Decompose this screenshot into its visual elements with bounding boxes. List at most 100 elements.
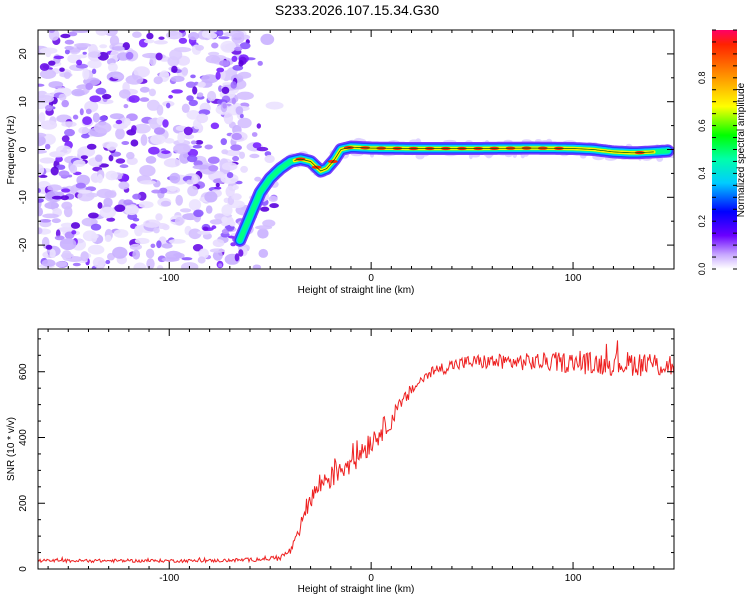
noise-speckle <box>48 60 56 66</box>
noise-speckle <box>121 174 129 182</box>
noise-speckle <box>260 33 275 46</box>
noise-speckle <box>237 71 252 79</box>
noise-speckle <box>130 139 139 147</box>
noise-speckle <box>258 248 269 258</box>
noise-speckle <box>91 68 97 75</box>
noise-speckle <box>41 259 56 267</box>
noise-speckle <box>205 55 221 64</box>
noise-speckle <box>38 112 46 124</box>
noise-speckle <box>181 67 189 76</box>
noise-speckle <box>204 144 213 150</box>
noise-speckle <box>195 44 205 51</box>
noise-speckle <box>42 213 59 219</box>
noise-speckle <box>204 191 218 203</box>
noise-speckle <box>229 221 236 227</box>
noise-speckle <box>72 262 81 267</box>
noise-speckle <box>92 112 100 123</box>
noise-speckle <box>95 30 109 36</box>
y-tick-label: -20 <box>18 237 29 252</box>
colorbar-label: Normalized spectral amplitude <box>736 82 747 217</box>
noise-speckle <box>89 95 102 103</box>
noise-speckle <box>178 37 188 44</box>
y-tick-label: 200 <box>18 494 29 511</box>
noise-speckle <box>188 199 202 211</box>
noise-speckle <box>132 217 140 222</box>
noise-speckle <box>82 68 90 80</box>
noise-speckle <box>238 249 244 257</box>
noise-speckle <box>153 227 160 234</box>
noise-speckle <box>123 199 133 206</box>
noise-speckle <box>234 253 240 262</box>
colorbar: 0.0 0.2 0.4 0.6 0.8 Normalized spectral ampl… <box>697 29 747 275</box>
noise-speckle <box>38 83 45 87</box>
noise-speckle <box>231 97 236 105</box>
noise-speckle <box>111 46 125 51</box>
noise-speckle <box>38 174 48 178</box>
noise-speckle <box>109 35 120 47</box>
noise-speckle <box>256 123 261 129</box>
noise-speckle <box>63 71 71 79</box>
noise-speckle <box>220 40 237 53</box>
noise-speckle <box>255 225 273 230</box>
noise-speckle <box>96 174 103 184</box>
noise-speckle <box>218 36 230 40</box>
noise-speckle <box>187 155 198 163</box>
noise-speckle <box>108 154 114 162</box>
noise-speckle <box>168 185 177 192</box>
noise-speckle <box>59 238 77 251</box>
noise-speckle <box>168 94 174 99</box>
noise-speckle <box>56 164 66 170</box>
noise-speckle <box>239 42 251 50</box>
noise-speckle <box>87 244 105 255</box>
noise-speckle <box>214 186 222 190</box>
noise-speckle <box>101 93 112 100</box>
noise-speckle <box>201 74 219 84</box>
noise-speckle <box>45 48 52 58</box>
noise-speckle <box>105 259 111 265</box>
noise-speckle <box>181 257 193 261</box>
noise-speckle <box>148 88 156 97</box>
noise-speckle <box>185 81 196 88</box>
noise-speckle <box>219 60 230 67</box>
noise-speckle <box>115 158 126 164</box>
noise-speckle <box>163 158 181 168</box>
noise-speckle <box>222 103 227 109</box>
noise-speckle <box>193 209 204 218</box>
noise-speckle <box>39 69 57 79</box>
noise-speckle <box>151 189 162 194</box>
noise-speckle <box>171 65 178 73</box>
colorbar-gradient <box>712 30 737 269</box>
noise-speckle <box>39 219 52 223</box>
noise-speckle <box>170 75 185 82</box>
noise-speckle <box>63 206 73 218</box>
noise-speckle <box>107 62 118 72</box>
noise-speckle <box>99 44 108 49</box>
noise-speckle <box>93 121 112 134</box>
noise-speckle <box>95 87 107 95</box>
noise-speckle <box>204 32 218 39</box>
noise-speckle <box>150 243 156 248</box>
noise-speckle <box>190 74 196 79</box>
noise-speckle <box>174 216 184 226</box>
noise-speckle <box>77 189 92 194</box>
x-tick-label: 0 <box>368 273 374 284</box>
noise-speckle <box>105 170 118 181</box>
noise-speckle <box>74 43 92 48</box>
noise-speckle <box>191 174 199 185</box>
noise-speckle <box>78 126 90 135</box>
noise-speckle <box>50 166 59 176</box>
x-tick-label: 100 <box>565 273 582 284</box>
noise-speckle <box>112 122 128 130</box>
noise-speckle <box>146 99 160 111</box>
snr-series-line <box>38 340 674 564</box>
noise-speckle <box>186 95 194 102</box>
noise-speckle <box>197 230 211 235</box>
noise-speckle <box>45 143 51 150</box>
noise-speckle <box>238 60 244 67</box>
noise-speckle <box>145 248 155 259</box>
noise-speckle <box>104 190 117 198</box>
noise-speckle <box>211 225 217 230</box>
